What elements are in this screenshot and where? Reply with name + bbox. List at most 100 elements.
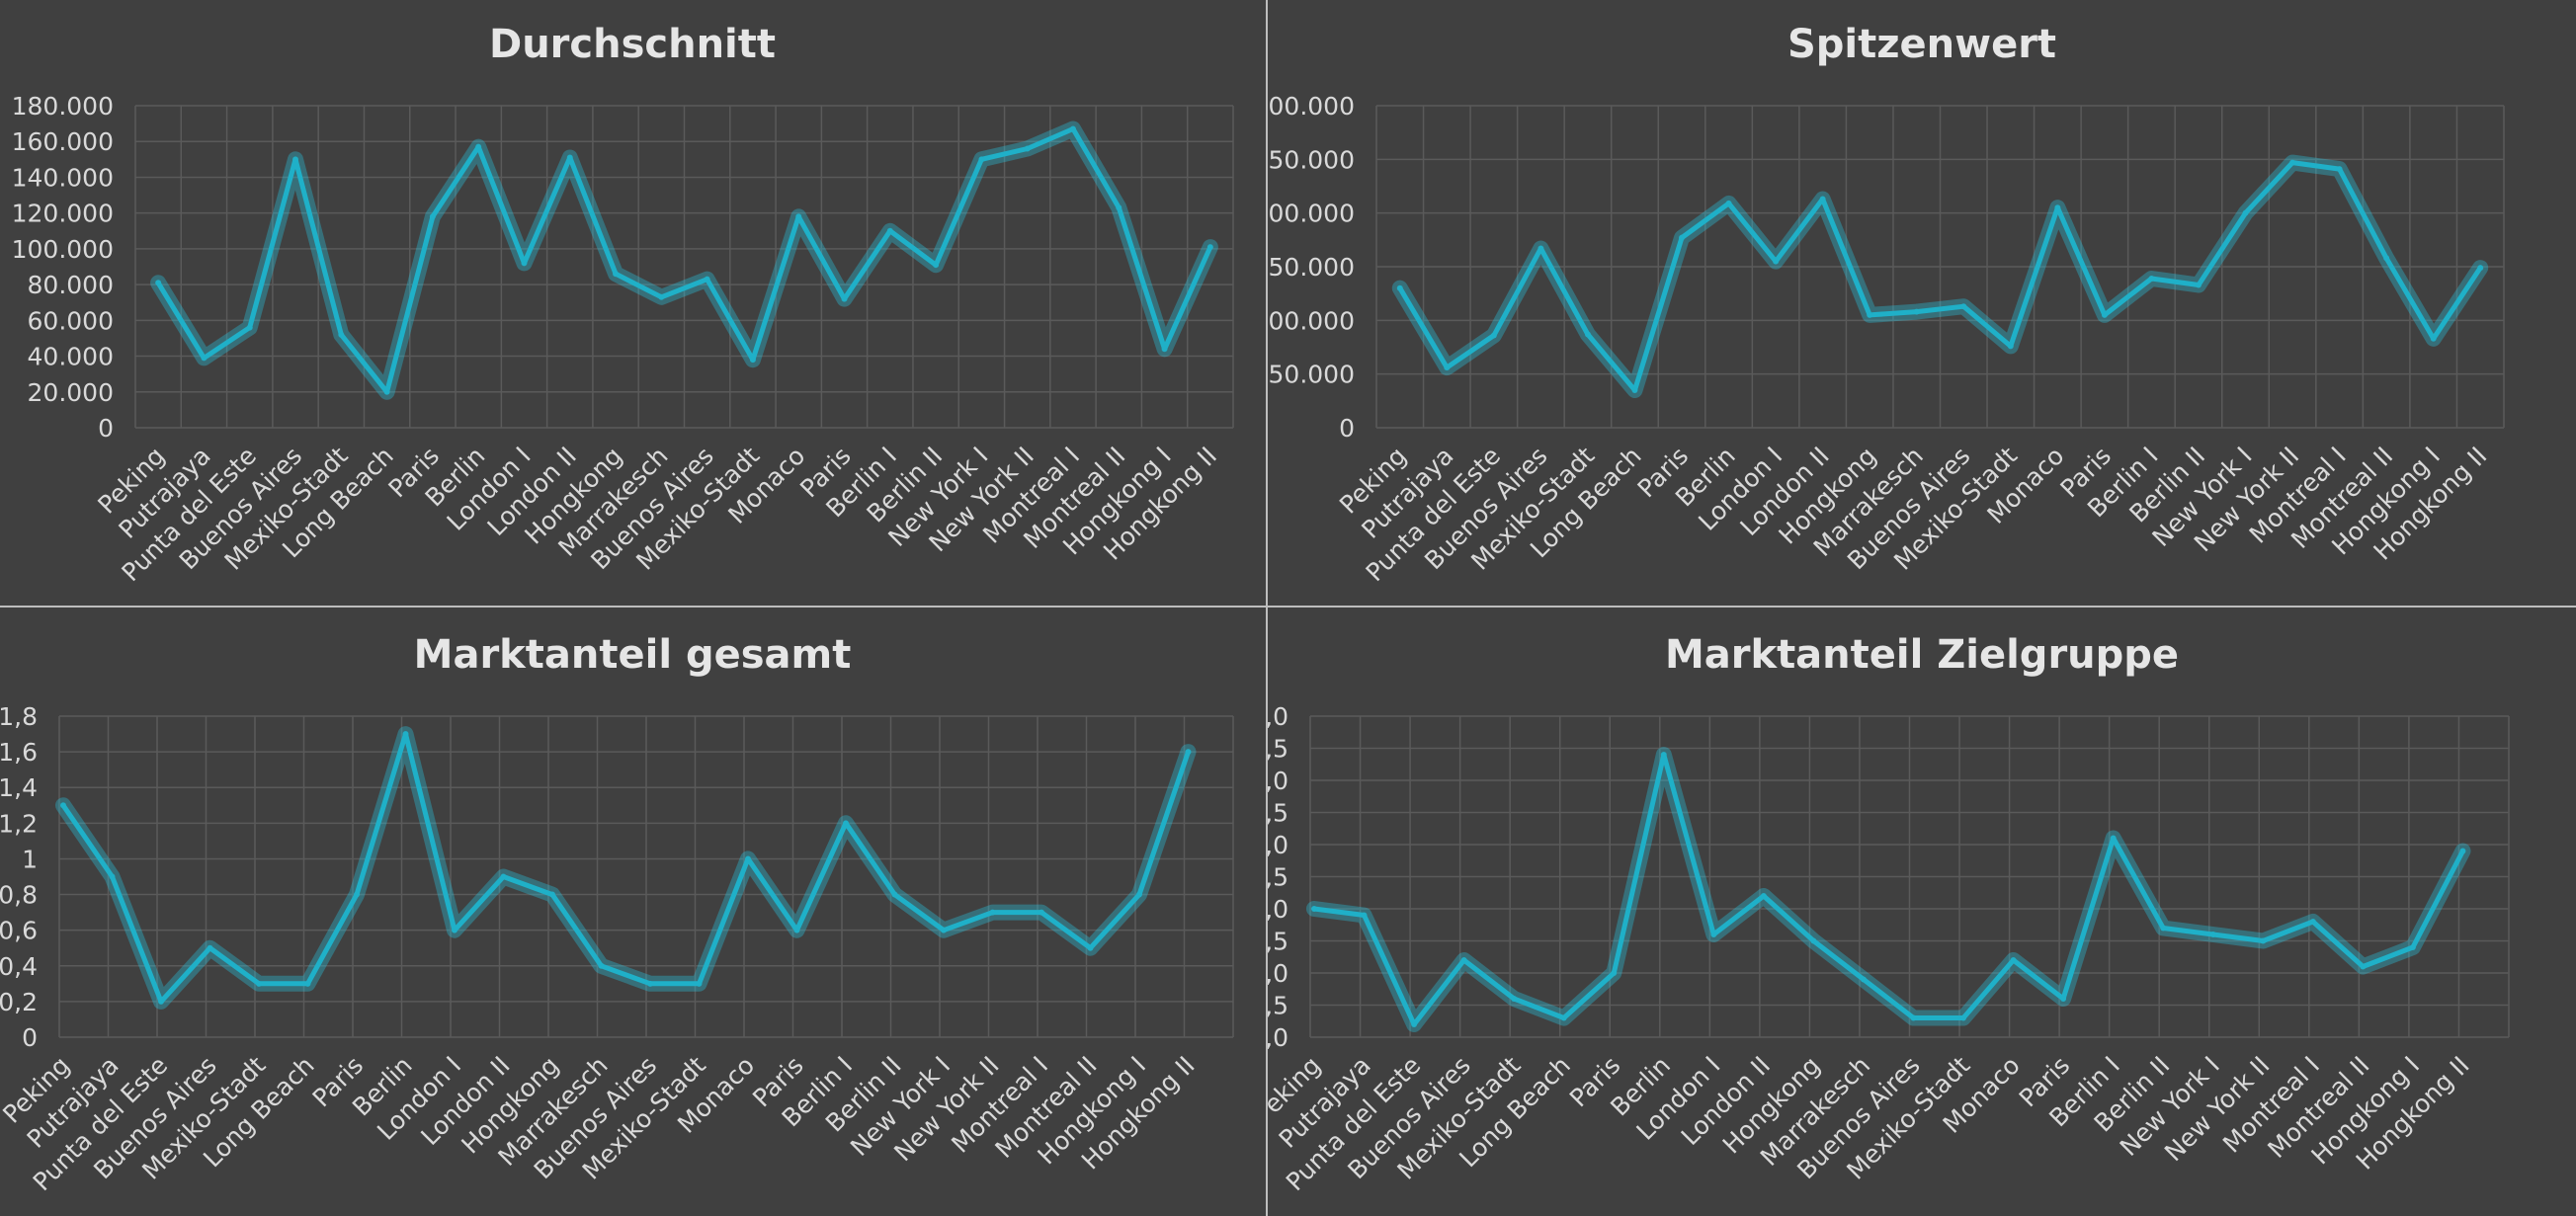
y-tick-label: 1,8 <box>0 702 38 731</box>
data-point <box>1960 1014 1967 1021</box>
y-tick-label: 0,0 <box>1268 1023 1288 1052</box>
data-point <box>452 927 457 933</box>
data-point <box>1710 932 1717 937</box>
data-point <box>2101 311 2108 318</box>
data-point <box>1913 308 1920 315</box>
data-point <box>155 280 162 286</box>
data-point <box>1116 204 1122 211</box>
data-point <box>1206 244 1213 251</box>
data-point <box>60 802 66 809</box>
data-point <box>2242 209 2249 216</box>
data-point <box>933 262 940 269</box>
gridlines <box>1375 105 2505 429</box>
data-point <box>1490 332 1497 339</box>
data-point <box>793 927 800 933</box>
data-point <box>2459 848 2466 854</box>
data-point <box>749 357 756 364</box>
chart-durchschnitt: Durchschnitt 0 20.000 40.000 60.000 80.000 100… <box>12 22 1234 587</box>
data-point <box>647 980 653 987</box>
data-point <box>2148 275 2155 282</box>
data-point <box>1560 1014 1567 1021</box>
data-point <box>2054 204 2061 211</box>
data-point <box>304 980 311 987</box>
y-tick-label: 150.000 <box>1268 253 1355 282</box>
data-point <box>201 355 208 362</box>
data-point <box>1396 284 1403 291</box>
data-point <box>598 962 605 969</box>
data-point <box>2209 932 2216 937</box>
y-tick-label: 1,4 <box>0 773 38 802</box>
data-point <box>2409 944 2416 950</box>
data-point <box>1860 976 1867 983</box>
data-point <box>354 891 360 898</box>
y-tick-label: 0 <box>1339 414 1355 443</box>
data-point <box>2260 937 2267 944</box>
data-point <box>841 295 848 302</box>
y-tick-label: 0,2 <box>0 988 38 1016</box>
vertical-divider-lower <box>1266 608 1268 1216</box>
data-point <box>2360 963 2367 970</box>
data-point <box>1810 937 1817 944</box>
data-point <box>292 156 299 163</box>
data-point <box>1069 125 1076 132</box>
horizontal-divider <box>0 606 2576 608</box>
data-point <box>1039 909 1044 916</box>
y-tick-label: 1 <box>22 845 38 873</box>
data-point <box>1631 386 1638 393</box>
data-point <box>1611 970 1618 976</box>
chart-title: Durchschnitt <box>489 22 776 67</box>
data-point <box>549 891 555 898</box>
chart-title: Spitzenwert <box>1787 22 2056 67</box>
y-tick-label: 0 <box>22 1023 38 1052</box>
y-tick-label: 3,5 <box>1268 799 1288 828</box>
data-point <box>941 927 947 933</box>
data-point <box>521 260 528 267</box>
data-point <box>658 293 665 300</box>
data-point <box>109 873 116 880</box>
series-line <box>155 126 1213 395</box>
data-point <box>989 909 996 916</box>
series-line <box>1397 160 2483 393</box>
data-point <box>246 324 253 331</box>
y-tick-label: 40.000 <box>28 343 114 371</box>
data-point <box>2336 166 2343 173</box>
y-tick-label: 4,0 <box>1268 767 1288 795</box>
y-tick-label: 2,0 <box>1268 895 1288 924</box>
data-point <box>475 143 482 150</box>
data-point <box>2289 159 2296 166</box>
vertical-divider <box>1266 0 1268 606</box>
data-point <box>2309 919 2316 925</box>
data-point <box>383 388 390 395</box>
data-point <box>1660 752 1667 758</box>
data-point <box>978 156 985 163</box>
data-point <box>1679 234 1686 241</box>
data-point <box>1411 1021 1418 1027</box>
data-point <box>566 154 573 161</box>
data-point <box>886 227 893 234</box>
data-point <box>158 998 164 1005</box>
data-point <box>2010 957 2017 963</box>
series-line <box>60 731 1191 1005</box>
y-tick-label: 3,0 <box>1268 831 1288 859</box>
data-point <box>1444 365 1451 371</box>
y-tick-label: 120.000 <box>12 200 114 228</box>
y-tick-label: 50.000 <box>1269 361 1355 389</box>
data-point <box>1136 891 1142 898</box>
data-point <box>1725 200 1732 206</box>
y-tick-label: 60.000 <box>28 306 114 335</box>
data-point <box>1185 749 1192 756</box>
data-point <box>1819 196 1826 203</box>
chart-panel-marktanteil-gesamt: Marktanteil gesamt 0 0,2 0,4 0,6 0,8 1 1,2 1,4 1,… <box>0 608 1266 1216</box>
data-point <box>402 731 409 738</box>
data-point <box>207 944 213 951</box>
chart-marktanteil-zielgruppe: Marktanteil Zielgruppe 0,0 0,5 1,0 1,5 2,0 2,5… <box>1268 632 2510 1196</box>
data-point <box>2195 282 2202 288</box>
data-point <box>1537 245 1544 252</box>
data-point <box>891 891 898 898</box>
data-point <box>2007 343 2014 350</box>
data-point <box>1511 996 1518 1002</box>
data-point <box>2430 335 2437 342</box>
y-tick-label: 160.000 <box>12 127 114 156</box>
data-point <box>1584 331 1591 338</box>
